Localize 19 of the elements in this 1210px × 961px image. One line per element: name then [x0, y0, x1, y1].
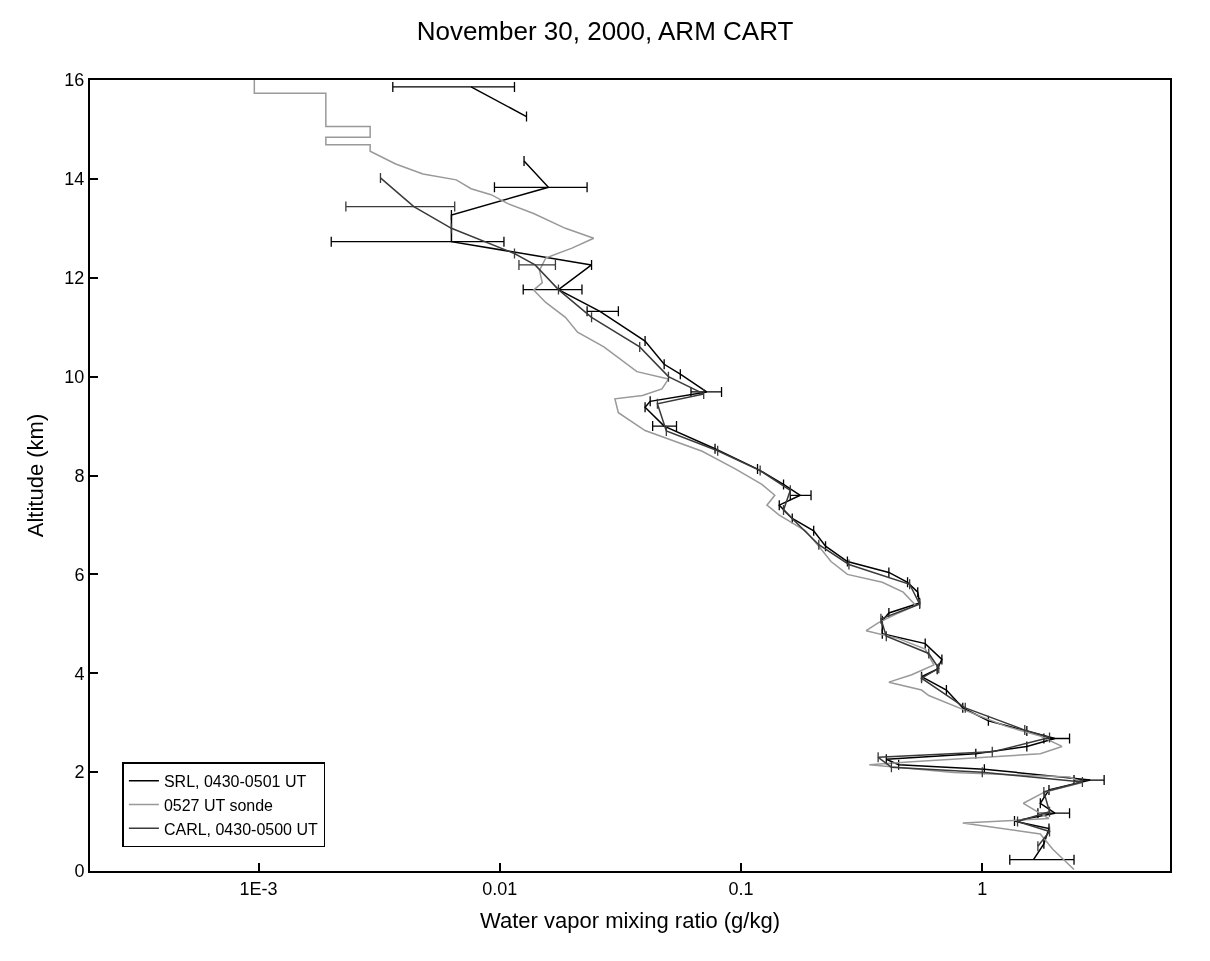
y-tick-label: 12	[64, 268, 85, 289]
x-tick-label: 1E-3	[239, 878, 278, 899]
y-tick-label: 16	[64, 70, 85, 91]
y-tick-label: 0	[74, 861, 85, 882]
y-tick-label: 10	[64, 366, 85, 387]
legend-label: CARL, 0430-0500 UT	[163, 820, 318, 838]
y-tick-label: 4	[74, 663, 85, 684]
y-tick-label: 2	[74, 762, 85, 783]
x-tick-label: 1	[977, 878, 988, 899]
legend-label: SRL, 0430-0501 UT	[163, 772, 307, 790]
x-tick-label: 0.01	[482, 878, 518, 899]
x-tick-label: 0.1	[728, 878, 754, 899]
y-tick-label: 14	[64, 169, 85, 190]
y-axis-title: Altitude (km)	[22, 413, 48, 538]
y-tick-label: 6	[74, 564, 85, 585]
x-axis-title: Water vapor mixing ratio (g/kg)	[480, 908, 780, 933]
y-tick-label: 8	[74, 465, 85, 486]
legend-label: 0527 UT sonde	[163, 796, 274, 814]
chart-title: November 30, 2000, ARM CART	[416, 16, 794, 46]
